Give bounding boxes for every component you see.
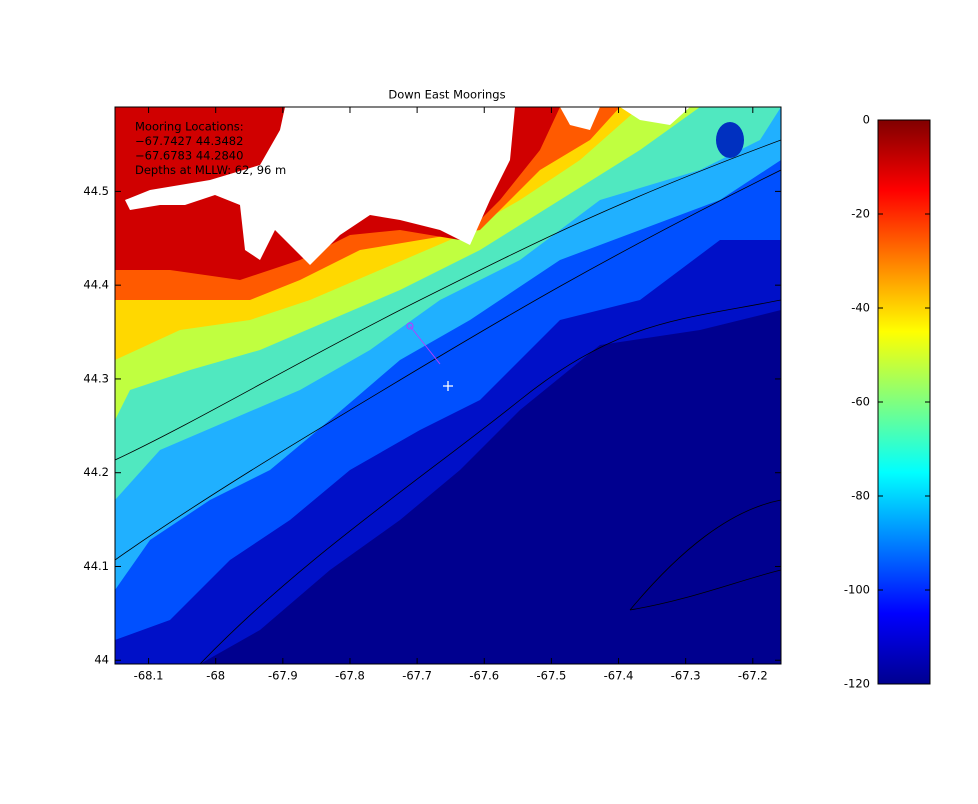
colorbar-tick-label: -40 (851, 301, 870, 315)
colorbar-tick-label: -80 (851, 489, 870, 503)
bathymetry-map (115, 107, 781, 664)
x-tick-label: -67.8 (335, 669, 365, 683)
colorbar-tick-label: 0 (863, 113, 870, 127)
x-tick-label: -67.4 (604, 669, 634, 683)
x-tick-label: -67.3 (671, 669, 701, 683)
colorbar-tick-label: -60 (851, 395, 870, 409)
colorbar (877, 119, 931, 685)
y-tick-label: 44.2 (83, 465, 109, 479)
annotation: −67.7427 44.3482 (135, 134, 243, 148)
colorbar-tick-label: -100 (844, 583, 870, 597)
x-tick-label: -67.2 (738, 669, 768, 683)
colorbar-tick-label: -120 (844, 677, 870, 691)
chart-title: Down East Moorings (388, 88, 505, 102)
annotation: Mooring Locations: (135, 120, 244, 134)
annotation: Depths at MLLW: 62, 96 m (135, 163, 286, 177)
annotation: −67.6783 44.2840 (135, 149, 243, 163)
x-tick-label: -67.7 (402, 669, 432, 683)
x-tick-label: -68 (206, 669, 225, 683)
y-tick-label: 44.3 (83, 371, 109, 385)
x-tick-label: -67.6 (469, 669, 499, 683)
y-tick-label: 44.4 (83, 278, 109, 292)
y-tick-label: 44.1 (83, 559, 109, 573)
x-tick-label: -67.9 (268, 669, 298, 683)
y-tick-label: 44.5 (83, 184, 109, 198)
x-tick-label: -67.5 (537, 669, 567, 683)
axes-frame (114, 106, 782, 665)
y-tick-label: 44 (94, 653, 109, 667)
colorbar-tick-label: -20 (851, 207, 870, 221)
x-tick-label: -68.1 (134, 669, 164, 683)
